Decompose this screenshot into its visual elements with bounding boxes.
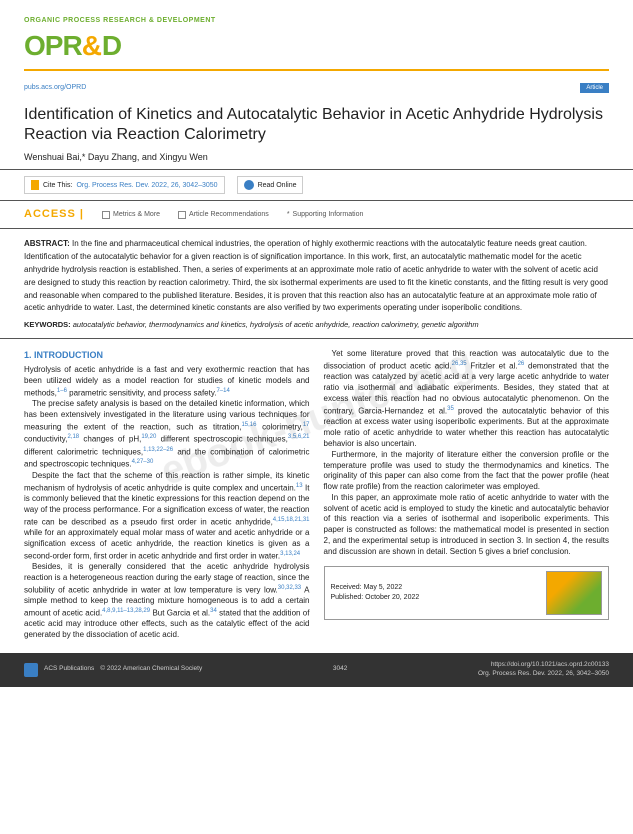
pubs-line: pubs.acs.org/OPRD Article bbox=[0, 79, 633, 97]
cite-reference: Org. Process Res. Dev. 2022, 26, 3042–30… bbox=[76, 181, 217, 190]
access-label: ACCESS | bbox=[24, 207, 84, 222]
journal-tag: ORGANIC PROCESS RESEARCH & DEVELOPMENT bbox=[24, 16, 609, 25]
para-2: The precise safety analysis is based on … bbox=[24, 399, 310, 470]
page-number: 3042 bbox=[333, 665, 347, 674]
logo-d: D bbox=[102, 27, 121, 65]
read-online-box[interactable]: Read Online bbox=[237, 176, 304, 194]
title-block: Identification of Kinetics and Autocatal… bbox=[0, 97, 633, 170]
right-column: Yet some literature proved that this rea… bbox=[324, 349, 610, 641]
pubs-url[interactable]: pubs.acs.org/OPRD bbox=[24, 83, 86, 93]
section-heading: 1. INTRODUCTION bbox=[24, 349, 310, 361]
footer-citation: Org. Process Res. Dev. 2022, 26, 3042–30… bbox=[478, 670, 609, 679]
journal-logo: OPR & D bbox=[24, 27, 609, 65]
acs-logo-icon bbox=[24, 663, 38, 677]
si-asterisk: * bbox=[287, 210, 290, 219]
received-label: Received: bbox=[331, 584, 362, 591]
received-box: Received: May 5, 2022 Published: October… bbox=[324, 566, 610, 620]
published-date: October 20, 2022 bbox=[365, 594, 419, 601]
body-columns: 1. INTRODUCTION Hydrolysis of acetic anh… bbox=[0, 339, 633, 653]
header-rule bbox=[24, 69, 609, 71]
access-bar: ACCESS | Metrics & More Article Recommen… bbox=[0, 201, 633, 229]
read-icon bbox=[244, 180, 254, 190]
para-3: Despite the fact that the scheme of this… bbox=[24, 471, 310, 562]
cite-label: Cite This: bbox=[43, 181, 72, 190]
metrics-icon bbox=[102, 211, 110, 219]
dates-block: Received: May 5, 2022 Published: October… bbox=[331, 583, 420, 602]
abstract-text: In the fine and pharmaceutical chemical … bbox=[24, 239, 608, 312]
publisher-name: ACS Publications bbox=[44, 665, 94, 674]
left-column: 1. INTRODUCTION Hydrolysis of acetic anh… bbox=[24, 349, 310, 641]
logo-ampersand: & bbox=[82, 27, 102, 65]
keywords: KEYWORDS: autocatalytic behavior, thermo… bbox=[24, 320, 609, 330]
si-text: Supporting Information bbox=[293, 210, 364, 219]
cite-row: Cite This: Org. Process Res. Dev. 2022, … bbox=[0, 170, 633, 201]
supporting-info-link[interactable]: *Supporting Information bbox=[287, 210, 364, 219]
doi-link[interactable]: https://doi.org/10.1021/acs.oprd.2c00133 bbox=[478, 661, 609, 670]
para-r2: Furthermore, in the majority of literatu… bbox=[324, 450, 610, 493]
keywords-text: autocatalytic behavior, thermodynamics a… bbox=[73, 320, 479, 329]
article-title: Identification of Kinetics and Autocatal… bbox=[24, 105, 609, 145]
page-footer: ACS Publications © 2022 American Chemica… bbox=[0, 653, 633, 687]
para-1: Hydrolysis of acetic anhydride is a fast… bbox=[24, 365, 310, 399]
read-online-label: Read Online bbox=[258, 181, 297, 190]
recs-text: Article Recommendations bbox=[189, 210, 269, 219]
recommendations-link[interactable]: Article Recommendations bbox=[178, 210, 269, 219]
cite-box[interactable]: Cite This: Org. Process Res. Dev. 2022, … bbox=[24, 176, 225, 194]
footer-right: https://doi.org/10.1021/acs.oprd.2c00133… bbox=[478, 661, 609, 679]
footer-left: ACS Publications © 2022 American Chemica… bbox=[24, 663, 202, 677]
metrics-link[interactable]: Metrics & More bbox=[102, 210, 160, 219]
journal-header: ORGANIC PROCESS RESEARCH & DEVELOPMENT O… bbox=[0, 0, 633, 79]
logo-opr: OPR bbox=[24, 27, 82, 65]
para-r1: Yet some literature proved that this rea… bbox=[324, 349, 610, 449]
para-r3: In this paper, an approximate mole ratio… bbox=[324, 493, 610, 558]
para-4: Besides, it is generally considered that… bbox=[24, 562, 310, 641]
metrics-text: Metrics & More bbox=[113, 210, 160, 219]
keywords-label: KEYWORDS: bbox=[24, 320, 73, 329]
abstract-block: ABSTRACT: In the fine and pharmaceutical… bbox=[0, 229, 633, 339]
recs-icon bbox=[178, 211, 186, 219]
received-date: May 5, 2022 bbox=[364, 584, 403, 591]
bookmark-icon bbox=[31, 180, 39, 190]
published-label: Published: bbox=[331, 594, 364, 601]
abstract-label: ABSTRACT: bbox=[24, 239, 72, 248]
article-type-tag: Article bbox=[580, 83, 609, 93]
toc-thumbnail bbox=[546, 571, 602, 615]
authors: Wenshuai Bai,* Dayu Zhang, and Xingyu We… bbox=[24, 151, 609, 163]
abstract-content: ABSTRACT: In the fine and pharmaceutical… bbox=[24, 237, 609, 314]
copyright: © 2022 American Chemical Society bbox=[100, 665, 202, 674]
